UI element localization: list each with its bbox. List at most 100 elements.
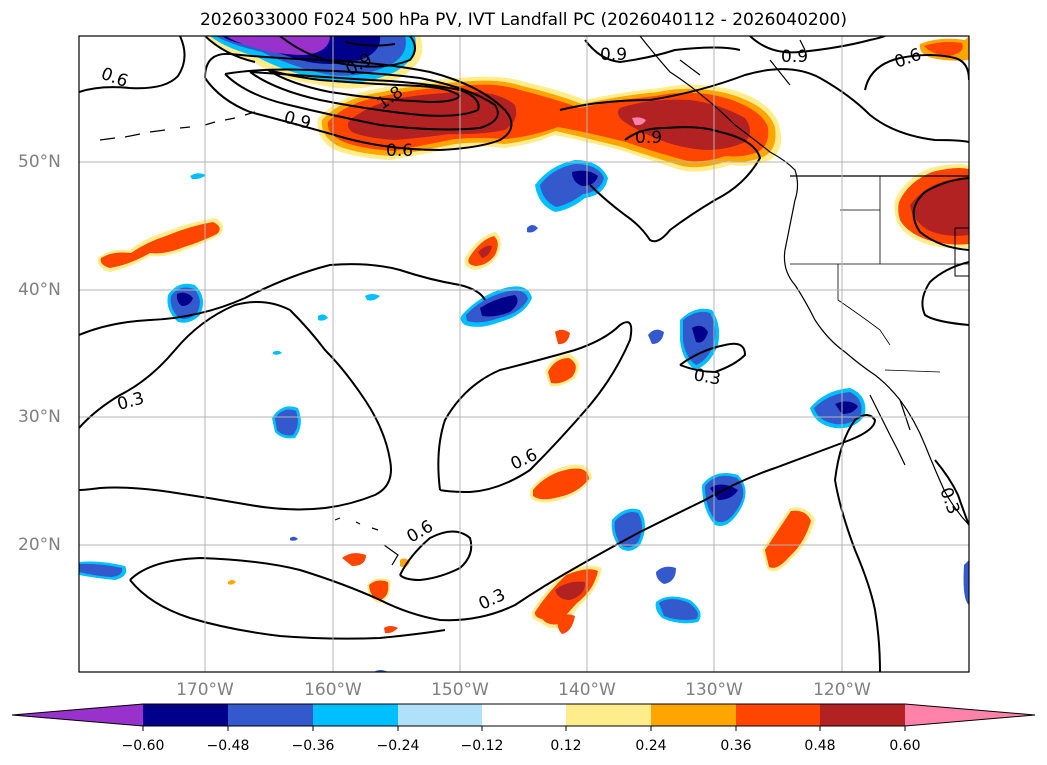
contour-line [129, 414, 881, 672]
gridlines [79, 36, 969, 672]
contour-line [921, 261, 969, 326]
shade-blob [648, 329, 664, 344]
coastline [899, 399, 911, 431]
colorbar-extend-left [12, 704, 143, 726]
colorbar-segment [736, 704, 820, 726]
shade-blob [710, 484, 738, 500]
contour-line [204, 36, 256, 63]
lat-label: 20°N [18, 535, 61, 555]
shade-blob [275, 409, 298, 436]
colorbar-tick-label: −0.60 [121, 738, 165, 754]
coastline [783, 199, 969, 526]
contour-line [79, 300, 392, 511]
shade-blob [835, 401, 858, 414]
coastline [679, 39, 806, 86]
contour-line [912, 177, 969, 251]
colorbar-tick-label: −0.36 [291, 738, 335, 754]
shade-blob [814, 392, 862, 425]
border [954, 227, 969, 277]
border [884, 369, 941, 373]
aleutian-islands [99, 111, 256, 141]
shade-blob [548, 358, 576, 384]
contour-line [249, 71, 480, 117]
lon-label: 140°W [558, 680, 616, 700]
shade-blob [100, 222, 220, 268]
contour-line [679, 342, 747, 374]
shade-blob [384, 626, 398, 634]
contour-label: 0.9 [781, 47, 808, 67]
contour-label: 0.6 [386, 141, 413, 161]
shade-blob [963, 560, 969, 605]
contour-line [129, 579, 446, 640]
lon-label: 150°W [431, 680, 489, 700]
colorbar-segment [820, 704, 905, 726]
contour-line [224, 68, 499, 131]
shade-blob [555, 581, 586, 600]
shade-blob [656, 566, 676, 584]
shade-blob [176, 292, 193, 306]
colorbar-extend-right [905, 704, 1035, 726]
colorbar-tick-label: 0.48 [804, 738, 836, 754]
colorbar-tick-label: −0.12 [460, 738, 504, 754]
lon-label: 170°W [176, 680, 234, 700]
shade-blob [617, 99, 750, 150]
contour-line [437, 321, 633, 494]
colorbar-tick-label: 0.60 [889, 738, 921, 754]
shade-blob [290, 536, 298, 541]
shade-blob [692, 325, 708, 343]
colorbar-tick-label: 0.12 [550, 738, 582, 754]
hawaiian-islands [334, 517, 399, 566]
colorbar-segment [651, 704, 736, 726]
colorbar-segment [228, 704, 313, 726]
colorbar-tick-label: 0.36 [720, 738, 752, 754]
shade-blob [369, 580, 389, 600]
shade-blob [365, 294, 380, 301]
shade-blob [480, 295, 518, 317]
shade-blob [318, 314, 328, 321]
colorbar-tick-label: −0.48 [206, 738, 250, 754]
shade-blob [527, 225, 538, 233]
shade-blob [533, 468, 589, 500]
contour-line [399, 530, 473, 582]
colorbar [11, 703, 1036, 731]
shade-blob [632, 117, 646, 126]
contour-line [584, 39, 741, 64]
lat-label: 50°N [18, 152, 61, 172]
colorbar-segment [313, 704, 398, 726]
contour-label: 0.3 [692, 365, 722, 389]
shade-blob [924, 42, 963, 56]
figure-title: 2026033000 F024 500 hPa PV, IVT Landfall… [199, 10, 847, 30]
border [837, 264, 891, 346]
shade-blob [572, 170, 598, 186]
colorbar-tick-label: −0.24 [376, 738, 420, 754]
plot-frame [78, 35, 970, 673]
colorbar-segment [398, 704, 482, 726]
contour-line [279, 36, 416, 68]
coastline [639, 36, 799, 201]
contour-line [864, 54, 969, 91]
colorbar-segment [143, 704, 228, 726]
contour-line [589, 126, 762, 243]
contour-line [79, 36, 186, 93]
shade-blob [478, 245, 492, 258]
contour-line [344, 41, 396, 47]
coastline [869, 394, 906, 466]
shade-blob [190, 173, 206, 180]
lon-label: 130°W [685, 680, 743, 700]
contour-line [934, 459, 969, 526]
lon-label: 120°W [813, 680, 871, 700]
contour-line [204, 52, 513, 152]
shade-blob [659, 599, 698, 620]
shade-blob [228, 580, 236, 585]
lat-label: 40°N [18, 280, 61, 300]
shade-blob [342, 553, 366, 566]
colorbar-segment [566, 704, 651, 726]
colorbar-segment [482, 704, 566, 726]
shade-blob [79, 563, 123, 577]
colorbar-tick-label: 0.24 [635, 738, 667, 754]
contour-label: 0.9 [600, 45, 627, 65]
coastline-layer [99, 36, 969, 566]
lat-label: 30°N [18, 407, 61, 427]
contour-label: 0.9 [635, 128, 662, 148]
